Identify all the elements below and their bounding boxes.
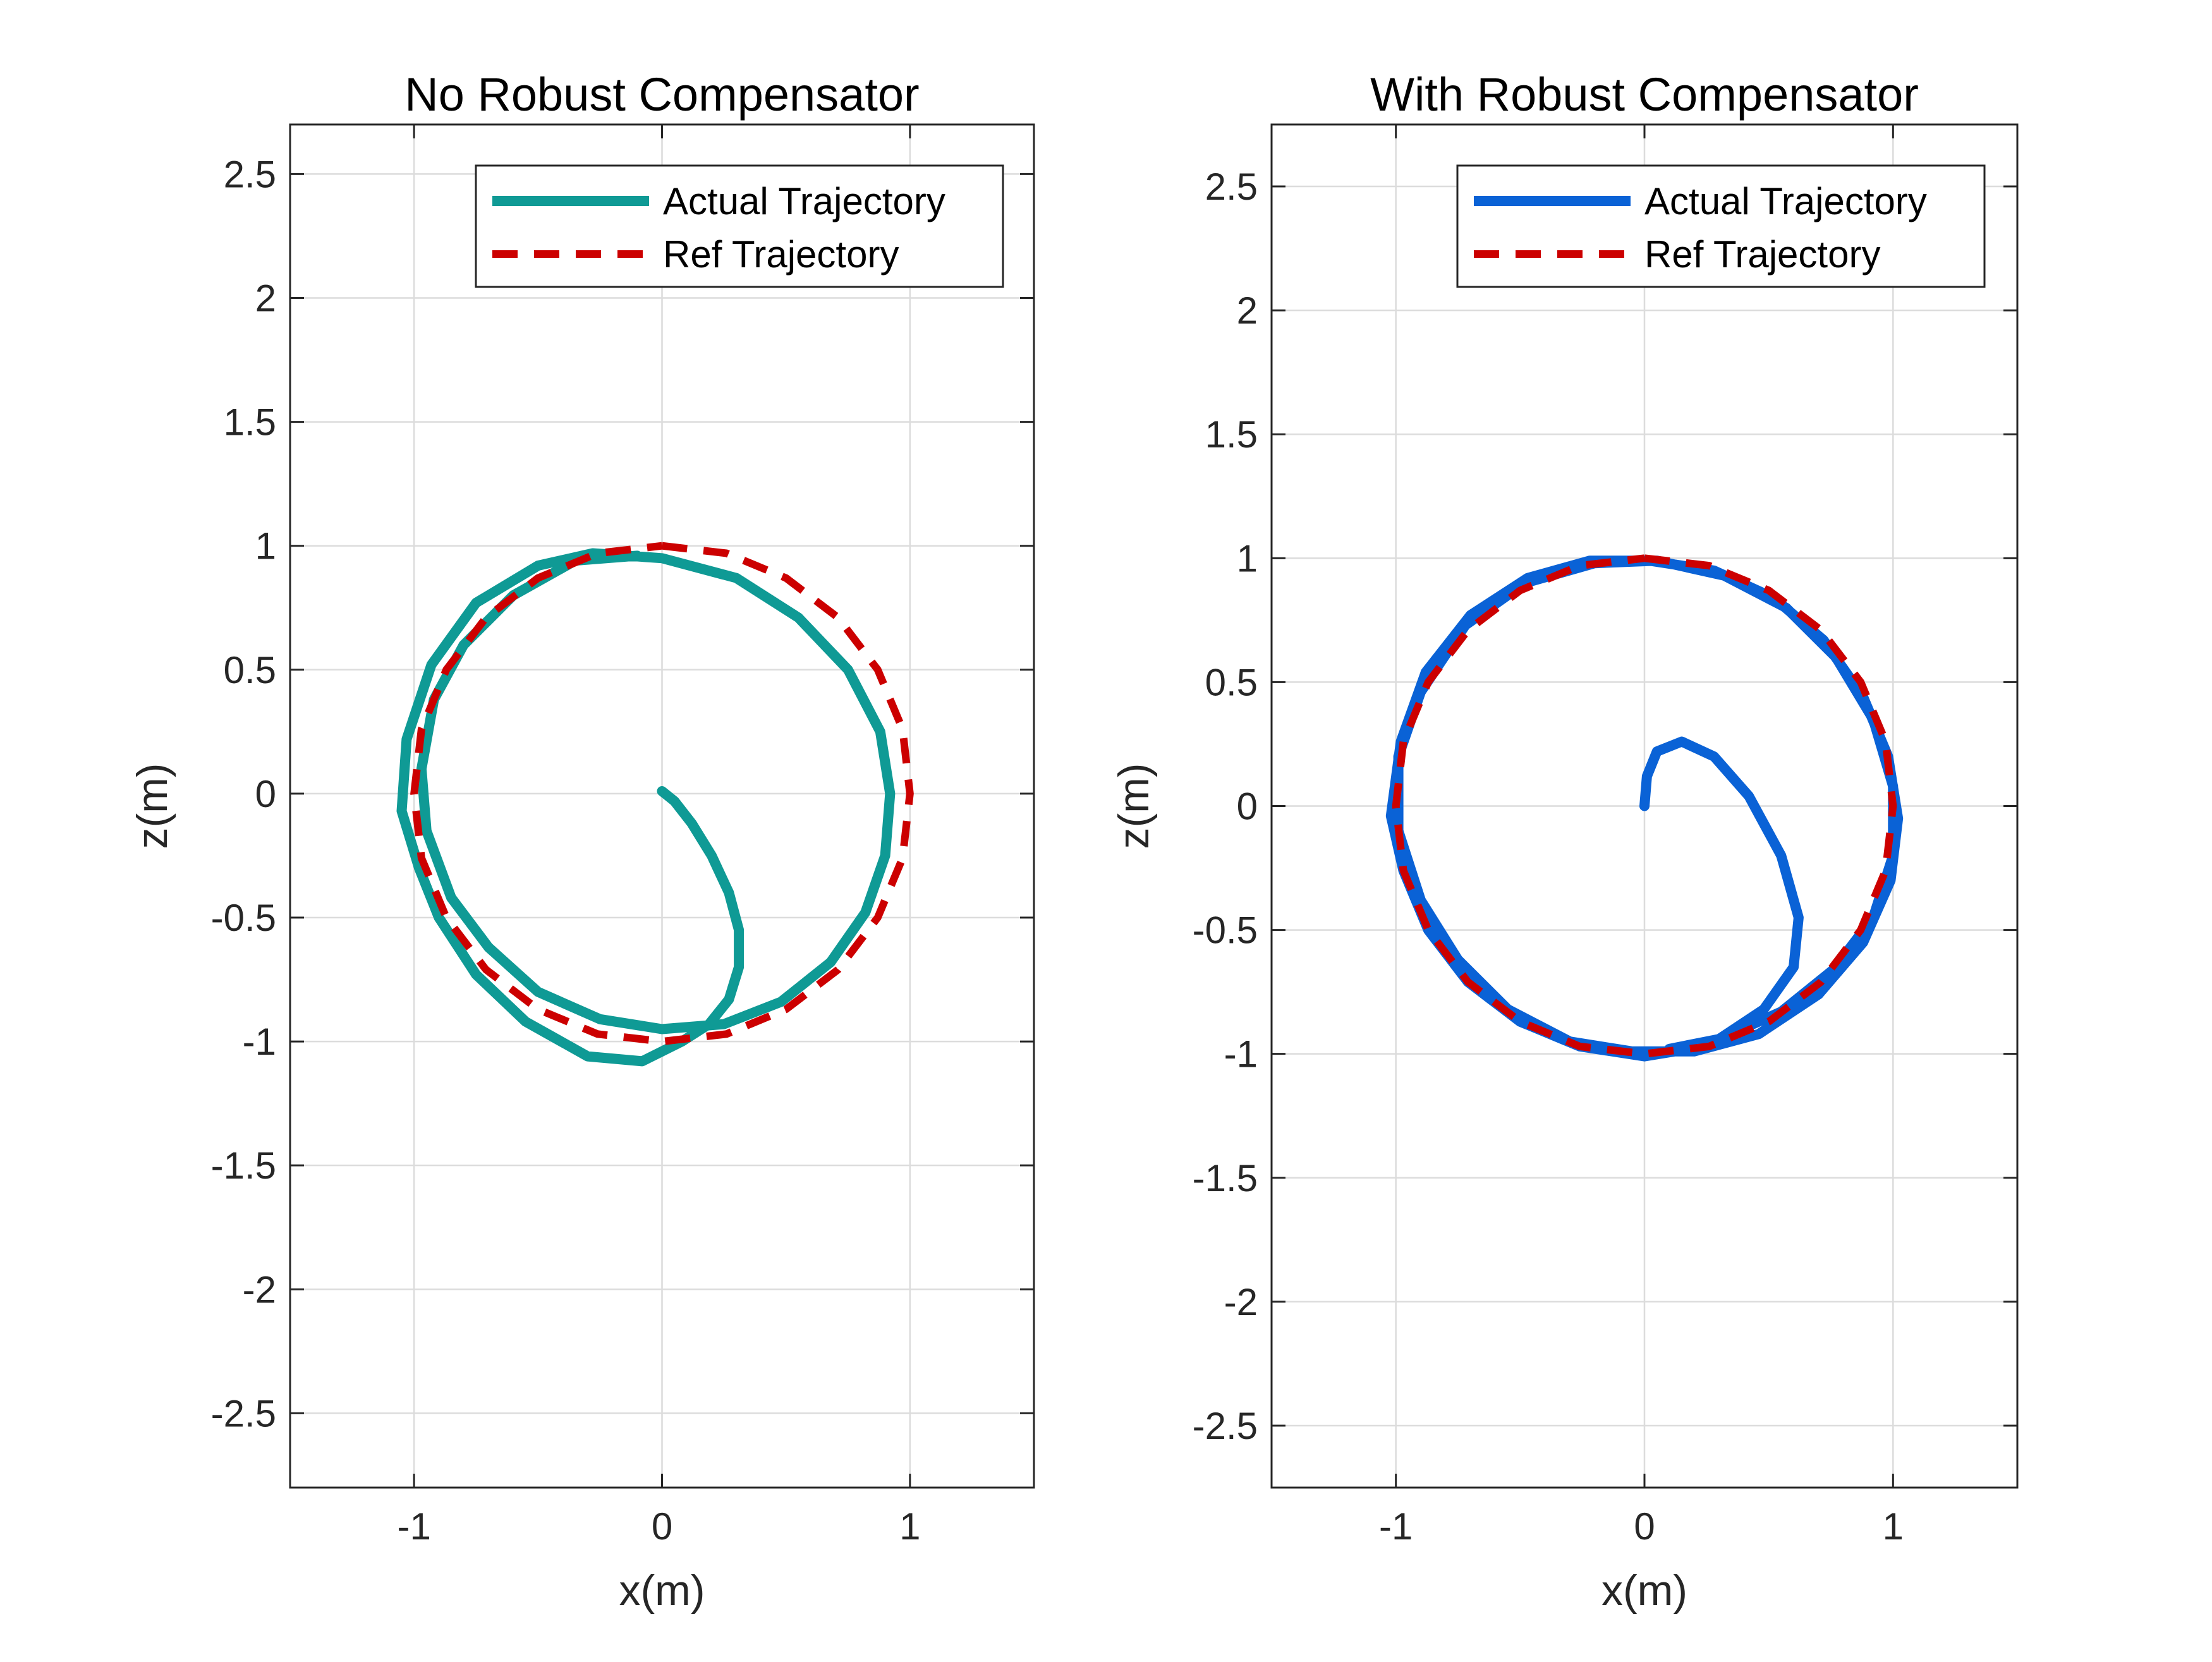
y-tick-label: 1 — [1237, 537, 1258, 579]
actual-trajectory-line — [396, 548, 896, 1067]
x-tick-label: 1 — [1883, 1505, 1904, 1548]
y-tick-label: 2 — [1237, 289, 1258, 332]
legend-label: Actual Trajectory — [1644, 180, 1927, 222]
right-plot-panel: -1 0 1 -2.5 -2 -1.5 -1 -0.5 0 0.5 1 1.5 2 2.5 x(m) z(m)… — [1110, 68, 2019, 1615]
y-tick-label: 2.5 — [1205, 166, 1258, 208]
y-tick-label: 0.5 — [1205, 661, 1258, 703]
x-tick-label: 0 — [1634, 1505, 1655, 1548]
y-tick-label: 0 — [255, 773, 276, 815]
x-axis-label: x(m) — [619, 1567, 705, 1615]
left-plot-panel: -1 0 1 -2.5 -2 -1.5 -1 -0.5 0 0.5 1 1.5 2 2.5 x(m) z(m)… — [128, 68, 1035, 1615]
y-tick-label: -0.5 — [211, 897, 276, 939]
ref-trajectory-line — [410, 542, 914, 1046]
y-tick-label: -1.5 — [211, 1144, 276, 1187]
ref-trajectory-line — [1392, 554, 1897, 1058]
x-tick-label: -1 — [1379, 1505, 1413, 1548]
legend-label: Ref Trajectory — [663, 233, 899, 276]
legend-label: Actual Trajectory — [663, 180, 945, 222]
y-tick-label: -1 — [243, 1021, 276, 1063]
x-tick-label: -1 — [397, 1505, 430, 1548]
y-tick-label: -2.5 — [1193, 1405, 1258, 1447]
x-tick-label: 1 — [899, 1505, 920, 1548]
y-tick-label: -2 — [243, 1268, 276, 1311]
legend-box — [1456, 164, 1986, 288]
y-tick-label: 2.5 — [224, 153, 276, 195]
y-axis-label: z(m) — [1110, 763, 1158, 849]
y-tick-label: 1 — [255, 525, 276, 567]
y-tick-label: -1 — [1224, 1033, 1258, 1076]
y-tick-label: -2 — [1224, 1281, 1258, 1323]
plot-title: With Robust Compensator — [1370, 68, 1919, 121]
y-tick-label: -2.5 — [211, 1392, 276, 1435]
series-group — [1385, 554, 1904, 1062]
y-tick-label: 0.5 — [224, 649, 276, 691]
y-axis-label: z(m) — [128, 763, 176, 849]
series-group — [396, 542, 914, 1067]
y-tick-label: -1.5 — [1193, 1157, 1258, 1199]
y-tick-label: 1.5 — [1205, 413, 1258, 456]
legend-box — [475, 164, 1004, 288]
y-tick-label: -0.5 — [1193, 909, 1258, 952]
legend-label: Ref Trajectory — [1644, 233, 1880, 276]
plot-title: No Robust Compensator — [404, 68, 919, 121]
y-tick-label: 1.5 — [224, 401, 276, 444]
x-tick-label: 0 — [652, 1505, 672, 1548]
y-tick-label: 0 — [1237, 786, 1258, 828]
y-tick-label: 2 — [255, 277, 276, 320]
x-axis-label: x(m) — [1601, 1567, 1687, 1615]
